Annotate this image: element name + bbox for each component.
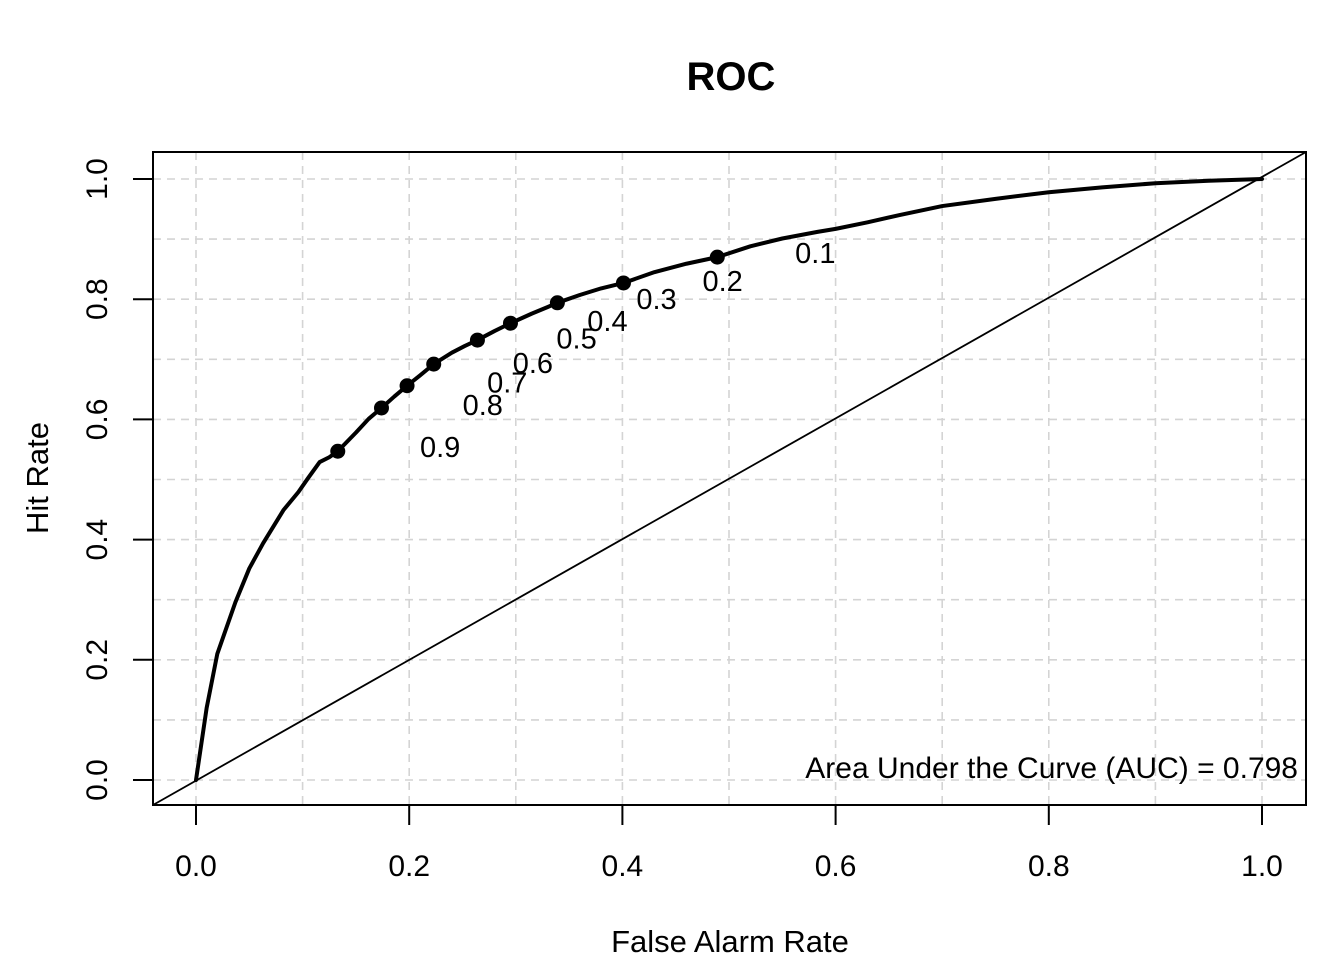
threshold-label: 0.7 bbox=[487, 368, 527, 400]
threshold-point-dot bbox=[469, 332, 485, 348]
threshold-point-dot bbox=[330, 443, 346, 459]
y-axis-tick-label: 0.4 bbox=[81, 519, 114, 561]
chart-generated-layer: 0.0 0.2 0.4 0.6 0.8 1.00.00.20.40.60.81.00.90… bbox=[81, 151, 1307, 883]
threshold-label: 0.3 bbox=[636, 284, 676, 316]
threshold-point-dot bbox=[399, 378, 415, 394]
y-axis-tick-label: 1.0 bbox=[81, 158, 114, 200]
threshold-label: 0.9 bbox=[420, 432, 460, 464]
y-axis-title: Hit Rate bbox=[20, 422, 55, 534]
threshold-point-dot bbox=[615, 275, 631, 291]
y-axis-tick-label: 0.6 bbox=[81, 399, 114, 441]
threshold-point-dot bbox=[502, 315, 518, 331]
y-axis-tick-label: 0.0 bbox=[81, 759, 114, 801]
x-axis-tick-label: 0.8 bbox=[1028, 850, 1070, 883]
plot-border bbox=[152, 151, 1307, 806]
x-axis-tick-label: 1.0 bbox=[1241, 850, 1283, 883]
threshold-label: 0.8 bbox=[463, 390, 503, 422]
x-axis-tick-label: 0.2 bbox=[388, 850, 430, 883]
threshold-label: 0.2 bbox=[702, 266, 742, 298]
threshold-point-dot bbox=[549, 295, 565, 311]
auc-annotation: Area Under the Curve (AUC) = 0.798 bbox=[805, 752, 1298, 785]
threshold-point-dot bbox=[373, 400, 389, 416]
x-axis-title: False Alarm Rate bbox=[611, 924, 849, 959]
diagonal-reference-line bbox=[152, 151, 1307, 806]
chart-title: ROC bbox=[687, 55, 776, 99]
roc-curve bbox=[194, 177, 1264, 782]
threshold-label: 0.1 bbox=[795, 238, 835, 270]
threshold-label: 0.6 bbox=[513, 348, 553, 380]
threshold-point-dot bbox=[426, 356, 442, 372]
y-axis-tick-label: 0.8 bbox=[81, 278, 114, 320]
threshold-label: 0.4 bbox=[587, 306, 627, 338]
x-axis-tick-label: 0.0 bbox=[175, 850, 217, 883]
y-axis-tick-label: 0.2 bbox=[81, 639, 114, 681]
threshold-point-dot bbox=[709, 249, 725, 265]
x-axis-tick-label: 0.4 bbox=[602, 850, 644, 883]
threshold-label: 0.5 bbox=[556, 323, 596, 355]
x-axis-tick-label: 0.6 bbox=[815, 850, 857, 883]
